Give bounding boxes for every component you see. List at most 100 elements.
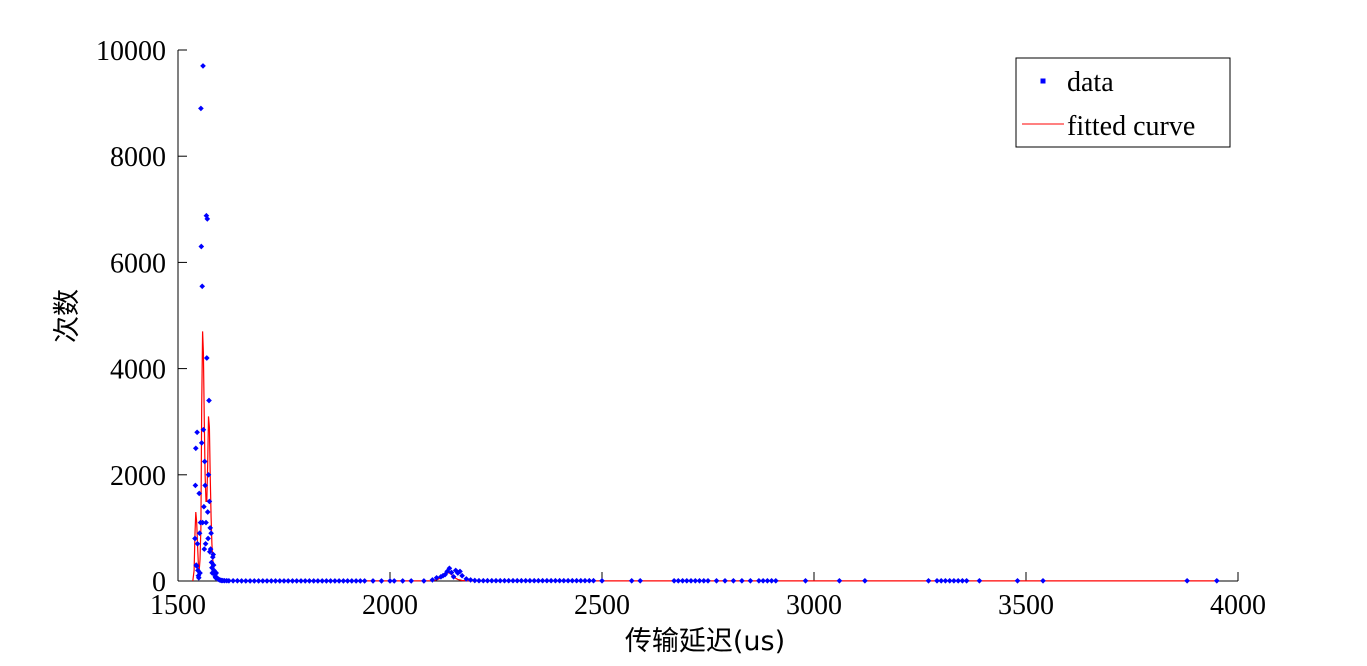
data-point [208,530,214,537]
data-point [942,577,949,584]
data-point [203,355,210,361]
data-point [194,540,201,547]
data-point [408,578,415,584]
data-point [1014,577,1021,584]
data-point [399,578,406,584]
x-axis-title: 传输延迟(us) [625,626,785,657]
data-point [433,574,440,581]
data-point [480,577,487,584]
data-point [255,578,262,584]
data-point [259,578,266,584]
y-tick-label: 8000 [110,142,166,173]
y-tick-label: 6000 [110,248,166,279]
data-point [938,577,945,584]
data-point [510,577,516,584]
data-point [192,482,199,489]
data-point [747,577,754,584]
data-point [306,578,313,584]
data-point [671,577,677,584]
data-point [201,546,208,552]
data-point [925,577,932,584]
data-point [353,578,359,584]
data-point [560,577,567,584]
data-point [234,577,241,584]
data-point [200,63,206,69]
data-point [201,503,207,510]
data-point [285,578,292,584]
x-tick-label: 2500 [574,590,630,621]
data-point [739,577,745,584]
data-point [332,578,338,584]
data-point [573,577,580,584]
data-point [1184,577,1190,584]
data-point [679,577,686,584]
x-tick-label: 2000 [362,590,418,621]
data-point [206,397,212,404]
data-point [484,577,491,584]
data-point [192,535,198,542]
data-point [522,577,529,584]
data-point [289,578,296,584]
data-point [675,577,682,584]
data-point [268,578,275,584]
y-tick-label: 2000 [110,461,166,492]
data-point [493,577,499,584]
data-point [756,577,762,584]
data-point [210,562,217,568]
data-point [198,105,204,112]
data-point [548,577,554,584]
data-point [319,578,326,584]
data-point [450,573,457,580]
y-tick-label: 10000 [96,36,166,67]
data-point [198,440,205,446]
data-point [476,577,482,584]
data-point [204,216,211,222]
data-point [391,578,398,584]
fitted-curve-layer [192,331,1217,582]
data-point [204,509,211,515]
data-point [264,578,270,584]
data-point [951,577,957,584]
data-point [955,577,962,584]
data-point [501,577,508,584]
x-tick-label: 3500 [998,590,1054,621]
data-point [527,577,533,584]
data-point [471,577,478,584]
data-point [205,471,212,478]
data-point [590,577,597,584]
data-point [1040,577,1046,584]
tick-labels-layer: 1500 2000 2500 3000 3500 4000 0 2000 4000 6000 800… [96,36,1266,621]
data-point [205,535,211,542]
data-point [713,577,720,584]
data-point [514,577,521,584]
data-point [196,530,203,537]
data-point [976,577,983,584]
data-point [230,577,236,584]
data-point [518,577,525,584]
data-point [429,577,436,583]
data-point [357,578,364,584]
data-point [210,551,217,558]
data-point [213,570,220,576]
data-point [315,578,321,584]
data-point [378,578,385,584]
data-point [934,577,940,584]
data-point [387,578,393,584]
legend-box [1015,57,1231,148]
data-point [198,243,205,250]
data-point [281,578,287,584]
data-point [251,578,258,584]
data-point [836,577,843,584]
data-point [862,577,868,584]
data-point [772,577,779,584]
data-point [195,574,202,581]
data-point [192,445,199,452]
data-point [764,577,771,584]
data-points-layer [192,63,1220,584]
data-point [539,577,546,584]
data-point [421,578,427,584]
data-point [323,578,330,584]
data-point [688,577,694,584]
